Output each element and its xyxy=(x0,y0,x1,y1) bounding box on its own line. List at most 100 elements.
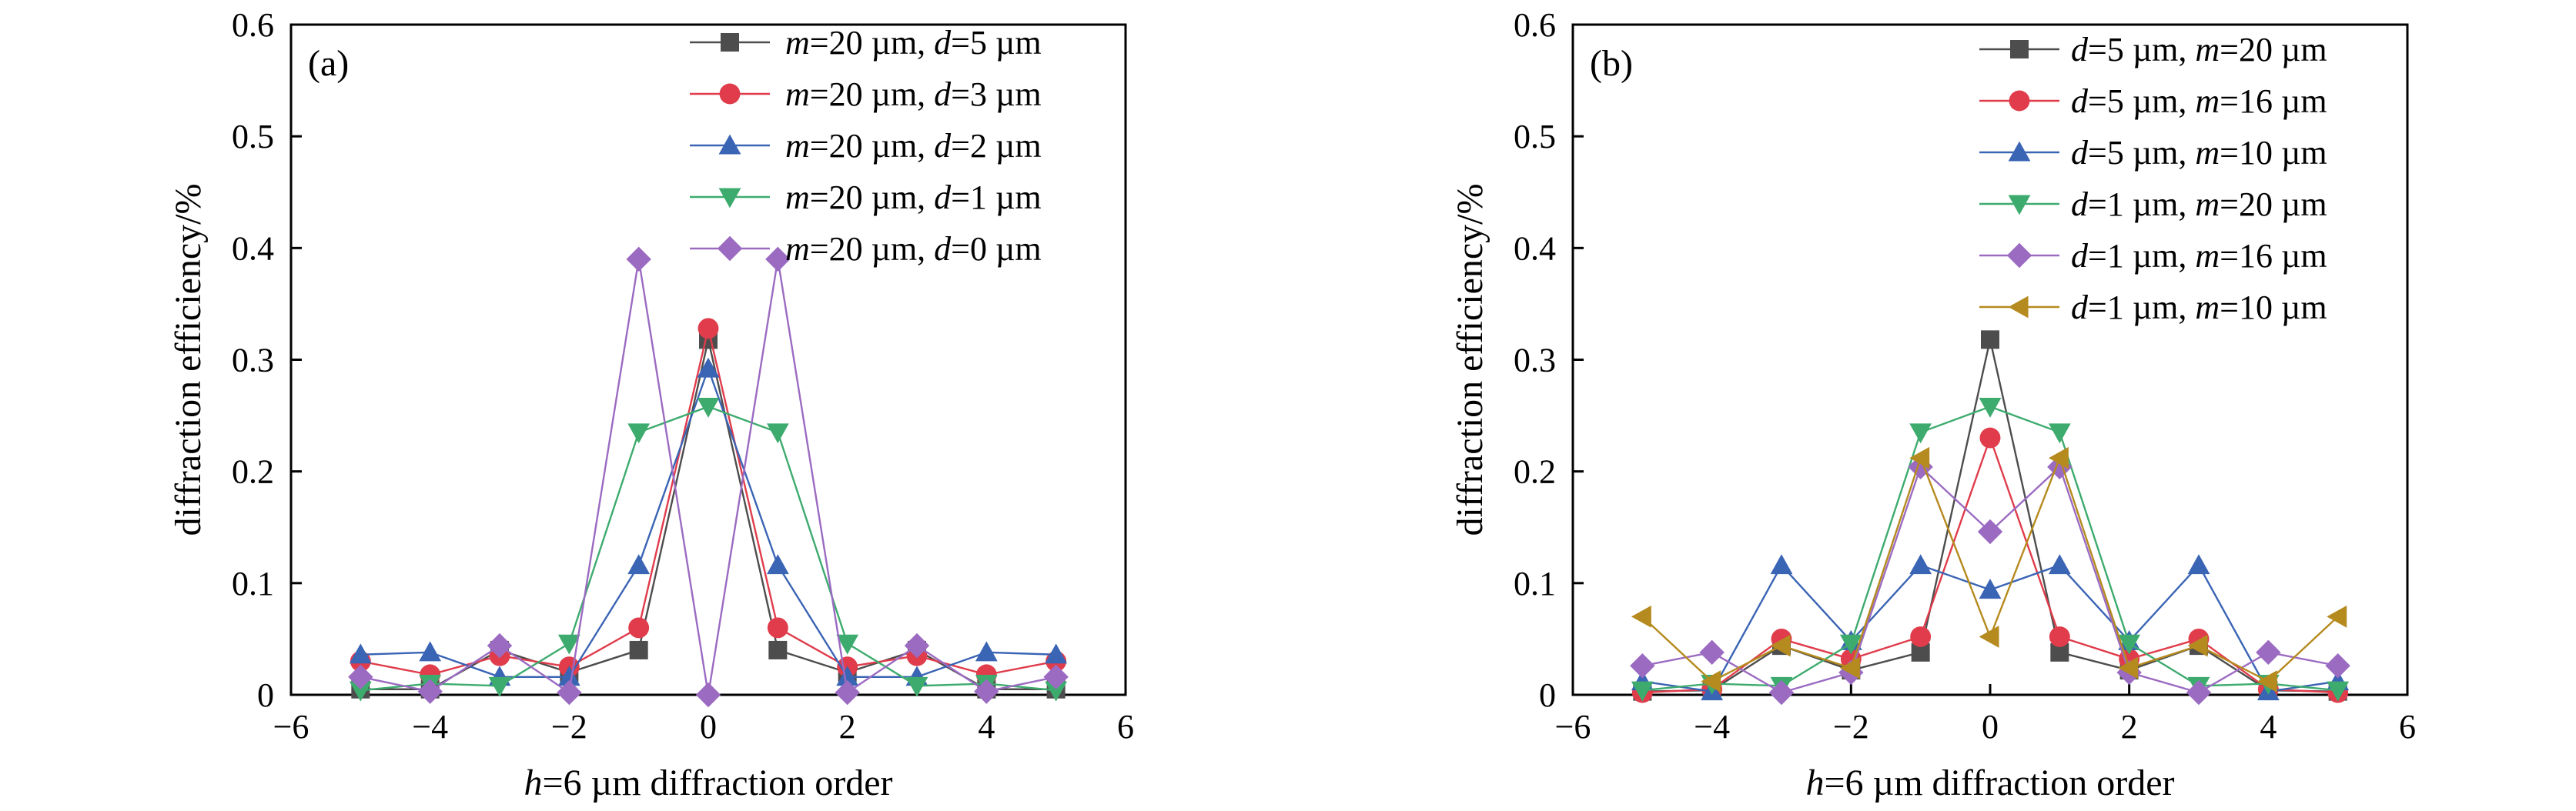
x-tick-label: 6 xyxy=(1117,708,1134,746)
data-point xyxy=(1630,653,1655,679)
data-point xyxy=(627,423,651,444)
data-point xyxy=(1045,643,1068,664)
data-point xyxy=(1979,427,2001,449)
data-point xyxy=(1909,423,1932,444)
legend-entry: d=5 µm, m=16 µm xyxy=(1979,82,2327,120)
x-tick-label: −2 xyxy=(551,708,587,746)
x-tick-label: 0 xyxy=(1982,708,1999,746)
legend-entry: d=5 µm, m=10 µm xyxy=(1979,134,2327,172)
y-tick-label: 0.2 xyxy=(1514,453,1556,491)
series-1 xyxy=(1633,330,2347,701)
x-tick-label: 4 xyxy=(2260,708,2277,746)
legend-label: m=20 µm, d=0 µm xyxy=(785,230,1042,268)
data-point xyxy=(629,640,648,659)
x-tick-label: 4 xyxy=(978,708,995,746)
data-point xyxy=(2187,554,2210,575)
legend-entry: d=1 µm, m=20 µm xyxy=(1979,185,2327,223)
data-point xyxy=(2118,656,2139,679)
data-point xyxy=(1770,634,1791,657)
data-point xyxy=(2256,639,2281,666)
x-tick-label: −2 xyxy=(1833,708,1869,746)
data-point xyxy=(2327,681,2350,702)
data-point xyxy=(1910,626,1932,647)
legend-marker xyxy=(2010,40,2029,58)
y-axis-label: diffraction efficiency/% xyxy=(1450,183,1490,536)
data-point xyxy=(835,679,860,706)
legend-marker xyxy=(2009,90,2030,112)
data-point xyxy=(349,643,372,664)
data-point xyxy=(836,634,859,655)
data-point xyxy=(974,679,999,704)
y-tick-label: 0.4 xyxy=(232,229,274,267)
series-line xyxy=(1641,457,2339,683)
legend-marker xyxy=(2008,195,2031,215)
legend-marker xyxy=(2008,141,2031,162)
series-3 xyxy=(1631,554,2350,701)
legend-entry: m=20 µm, d=0 µm xyxy=(690,230,1042,268)
data-point xyxy=(2187,634,2208,657)
data-point xyxy=(1839,656,1860,679)
data-point xyxy=(1979,397,2002,418)
data-point xyxy=(2257,670,2277,693)
x-tick-label: 2 xyxy=(2121,708,2138,746)
data-point xyxy=(1770,554,1793,575)
legend-label: m=20 µm, d=3 µm xyxy=(785,75,1042,113)
data-point xyxy=(2048,554,2071,575)
series-6 xyxy=(1631,446,2347,693)
data-point xyxy=(767,617,788,639)
chart-panel-a: −6 −4 −2 0 2 4 6 0 0.1 0.2 0.3 0.4 0.5 0.6 (a) h=6 µm d… xyxy=(168,6,1134,803)
y-tick-label: 0 xyxy=(1539,676,1556,714)
data-point xyxy=(1043,664,1069,689)
series-line xyxy=(360,406,1056,692)
chart-panel-b: −6 −4 −2 0 2 4 6 0 0.1 0.2 0.3 0.4 0.5 0.6 (b) h=6 µm d… xyxy=(1450,6,2416,803)
y-tick-label: 0.1 xyxy=(1514,565,1556,602)
data-point xyxy=(417,679,443,704)
legend-label: d=5 µm, m=10 µm xyxy=(2071,134,2327,172)
data-point xyxy=(766,554,789,575)
series-3 xyxy=(349,357,1068,686)
data-point xyxy=(2049,626,2070,647)
x-tick-label: 6 xyxy=(2399,708,2416,746)
y-tick-label: 0.2 xyxy=(232,453,274,491)
legend-entry: d=1 µm, m=16 µm xyxy=(1979,237,2327,275)
x-tick-label: −6 xyxy=(1555,708,1591,746)
data-point xyxy=(628,617,650,639)
panel-label: (a) xyxy=(308,43,349,84)
legend-label: d=1 µm, m=20 µm xyxy=(2071,185,2327,223)
data-point xyxy=(697,397,720,418)
data-point xyxy=(695,682,721,708)
data-point xyxy=(1701,670,1721,693)
legend-label: d=1 µm, m=16 µm xyxy=(2071,237,2327,275)
y-tick-label: 0 xyxy=(257,676,274,714)
data-point xyxy=(348,664,373,689)
data-point xyxy=(1839,634,1862,655)
data-point xyxy=(419,641,442,662)
data-point xyxy=(557,634,580,655)
legend-label: d=5 µm, m=20 µm xyxy=(2071,31,2327,68)
data-point xyxy=(2327,605,2347,628)
data-point xyxy=(975,641,998,662)
y-tick-label: 0.6 xyxy=(232,6,274,44)
legend-entry: d=1 µm, m=10 µm xyxy=(1979,289,2327,326)
legend-entry: m=20 µm, d=3 µm xyxy=(690,75,1042,113)
x-tick-label: −4 xyxy=(1694,708,1730,746)
data-point xyxy=(1045,681,1068,702)
series-line xyxy=(360,339,1056,690)
legend-entry: m=20 µm, d=1 µm xyxy=(690,179,1042,216)
data-point xyxy=(487,632,513,659)
data-point xyxy=(766,423,789,444)
series-4 xyxy=(349,397,1068,702)
data-point xyxy=(1909,446,1930,469)
x-axis-label: h=6 µm diffraction order xyxy=(524,763,892,803)
data-point xyxy=(488,676,511,697)
series-line xyxy=(360,327,1056,676)
data-point xyxy=(905,676,928,697)
legend-label: m=20 µm, d=2 µm xyxy=(785,127,1042,165)
data-point xyxy=(1979,626,1999,648)
data-point xyxy=(698,318,719,339)
data-point xyxy=(2118,634,2141,655)
legend-marker xyxy=(717,235,743,262)
x-tick-label: 0 xyxy=(700,708,717,746)
